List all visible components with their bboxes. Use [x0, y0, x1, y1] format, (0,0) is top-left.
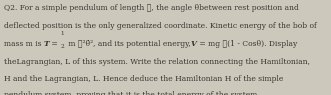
Text: Q2. For a simple pendulum of length ℓ, the angle θbetween rest position and: Q2. For a simple pendulum of length ℓ, t… — [4, 4, 299, 12]
Text: V: V — [191, 40, 197, 48]
Text: m ℓ²θ̇², and its potential energy,: m ℓ²θ̇², and its potential energy, — [66, 40, 191, 48]
Text: mass m is: mass m is — [4, 40, 44, 48]
Text: pendulum system, proving that it is the total energy of the system.: pendulum system, proving that it is the … — [4, 91, 260, 95]
Text: T: T — [44, 40, 49, 48]
Text: deflected position is the only generalized coordinate. Kinetic energy of the bob: deflected position is the only generaliz… — [4, 22, 317, 30]
Text: theLagrangian, L of this system. Write the relation connecting the Hamiltonian,: theLagrangian, L of this system. Write t… — [4, 58, 310, 66]
Text: = mg ℓ(1 - Cosθ). Display: = mg ℓ(1 - Cosθ). Display — [197, 40, 297, 48]
Text: 1: 1 — [61, 31, 64, 36]
Text: =: = — [49, 40, 61, 48]
Text: H and the Lagrangian, L. Hence deduce the Hamiltonian H of the simple: H and the Lagrangian, L. Hence deduce th… — [4, 75, 283, 83]
Text: 2: 2 — [61, 44, 64, 49]
